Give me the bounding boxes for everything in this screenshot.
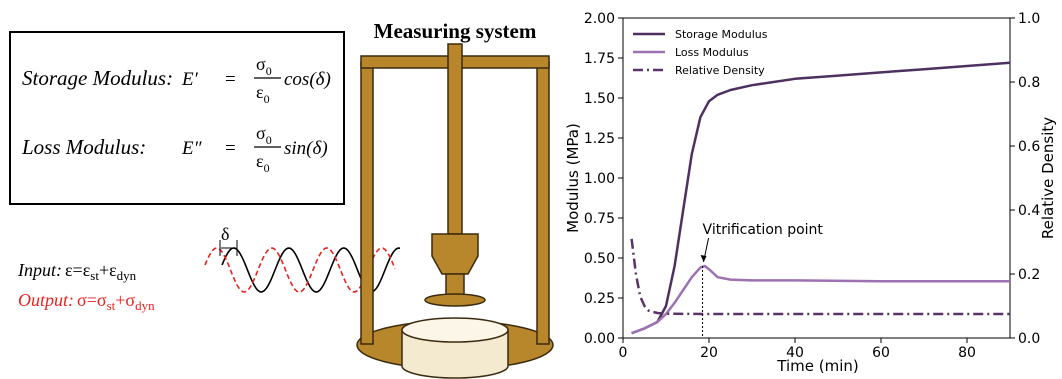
legend-label: Storage Modulus (675, 28, 768, 41)
subscript: dyn (135, 298, 155, 313)
cone (431, 233, 479, 275)
plate (424, 293, 486, 307)
y2-tick-label: 0.2 (1018, 267, 1040, 283)
y2-tick-label: 1.0 (1018, 11, 1040, 27)
series-line (631, 264, 1010, 335)
storage-den: ε0 (256, 82, 270, 106)
y-tick-label: 1.00 (584, 171, 615, 187)
loss-label: Loss Modulus: (21, 135, 146, 159)
series-line (630, 238, 1010, 316)
symbol: σ (256, 54, 266, 74)
storage-label: Storage Modulus: (22, 66, 173, 90)
symbol: ε (256, 82, 264, 102)
symbol: ε (256, 151, 264, 171)
input-label: Input: (17, 260, 62, 280)
beaker (401, 330, 509, 379)
storage-lhs: E′ (181, 69, 199, 90)
chart: Time (min) Modulus (MPa) Relative Densit… (564, 11, 1057, 375)
y2-tick-label: 0.0 (1018, 331, 1040, 347)
post (536, 61, 550, 345)
loss-num: σ0 (256, 123, 272, 147)
y-tick-label: 0.00 (584, 331, 615, 347)
output-formula: Output: σ=σst+σdyn (18, 290, 155, 313)
y2-tick-label: 0.8 (1018, 75, 1040, 91)
loss-den: ε0 (256, 151, 270, 175)
text: +ε (99, 260, 117, 280)
x-tick-label: 80 (958, 345, 976, 361)
subscript: 0 (266, 64, 272, 78)
subscript: 0 (264, 161, 270, 175)
legend-label: Relative Density (675, 64, 765, 77)
x-tick-label: 40 (786, 345, 804, 361)
y-tick-label: 0.75 (584, 211, 615, 227)
loss-func: sin(δ) (284, 138, 328, 159)
subscript: 0 (264, 92, 270, 106)
symbol: σ (256, 123, 266, 143)
x-tick-label: 20 (700, 345, 718, 361)
y-tick-label: 1.50 (584, 91, 615, 107)
x-axis-label: Time (min) (776, 357, 858, 375)
y2-tick-label: 0.4 (1018, 203, 1040, 219)
diagram: Storage Modulus: E′ = σ0 ε0 cos(δ) Loss … (9, 19, 554, 379)
spindle (445, 273, 465, 297)
loss-lhs: E″ (181, 138, 203, 159)
subscript: st (90, 268, 99, 283)
subscript: dyn (117, 268, 137, 283)
text: ε=ε (65, 260, 91, 280)
delta-label: δ (221, 224, 229, 244)
x-tick-label: 0 (619, 345, 628, 361)
beaker-rim (401, 317, 509, 343)
apparatus-title: Measuring system (374, 19, 537, 43)
shaft (447, 43, 463, 235)
legend-label: Loss Modulus (675, 46, 749, 59)
annotation-arrowhead (700, 255, 707, 262)
y2-tick-label: 0.6 (1018, 139, 1040, 155)
storage-num: σ0 (256, 54, 272, 78)
y-axis-label: Modulus (MPa) (564, 123, 582, 233)
y-tick-label: 1.25 (584, 131, 615, 147)
storage-eq: = (225, 69, 236, 90)
text: σ=σ (77, 290, 107, 310)
formula-box (9, 31, 345, 205)
post (360, 61, 374, 345)
y-tick-label: 2.00 (584, 11, 615, 27)
series-line (631, 61, 1011, 335)
y-tick-label: 0.25 (584, 291, 615, 307)
y-tick-label: 1.75 (584, 51, 615, 67)
text: +σ (115, 290, 135, 310)
subscript: st (107, 298, 116, 313)
annotation-text: Vitrification point (703, 222, 824, 238)
apparatus (356, 43, 554, 379)
output-label: Output: (18, 290, 74, 310)
storage-func: cos(δ) (284, 69, 331, 90)
y2-axis-label: Relative Density (1039, 117, 1057, 239)
input-formula: Input: ε=εst+εdyn (17, 260, 137, 283)
y-tick-label: 0.50 (584, 251, 615, 267)
loss-eq: = (225, 138, 236, 159)
subscript: 0 (266, 133, 272, 147)
x-tick-label: 60 (872, 345, 890, 361)
